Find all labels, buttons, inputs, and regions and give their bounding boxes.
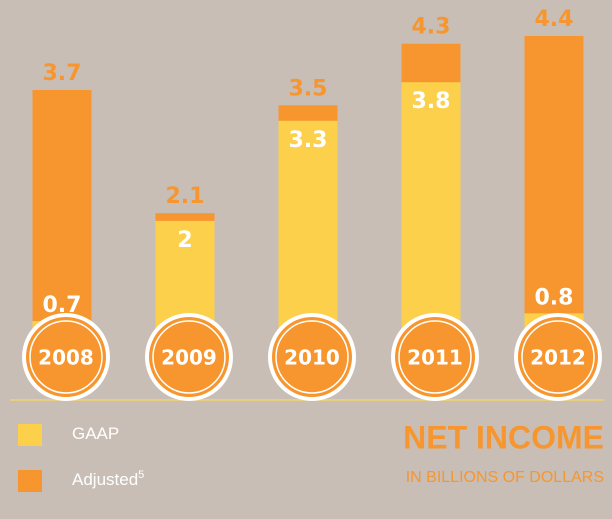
year-badge: [149, 317, 229, 397]
year-badge: [26, 317, 106, 397]
data-label: 3.8: [412, 89, 451, 114]
data-label: 2: [177, 228, 192, 253]
x-tick-label: 2009: [161, 346, 217, 370]
year-badge: [272, 317, 352, 397]
x-tick-label: 2010: [284, 346, 340, 370]
year-badge-inner: [521, 320, 595, 394]
legend-swatch: [18, 424, 42, 446]
year-badge: [395, 317, 475, 397]
year-badge: [518, 317, 598, 397]
data-label: 3.7: [43, 61, 82, 86]
legend-footnote: 5: [138, 469, 144, 481]
year-badge-inner: [29, 320, 103, 394]
chart-title: NET INCOME: [403, 419, 604, 455]
data-label: 4.4: [535, 7, 574, 32]
legend-label: GAAP: [72, 424, 119, 443]
legend-swatch: [18, 470, 42, 492]
year-badge-inner: [152, 320, 226, 394]
legend-name: GAAP: [72, 424, 119, 443]
data-label: 3.5: [289, 76, 328, 101]
x-tick-label: 2012: [530, 346, 586, 370]
data-label: 0.8: [535, 285, 574, 310]
x-tick-label: 2011: [407, 346, 463, 370]
data-label: 4.3: [412, 15, 451, 40]
data-label: 3.3: [289, 128, 328, 153]
chart-subtitle: IN BILLIONS OF DOLLARS: [406, 469, 604, 486]
year-badge-inner: [398, 320, 472, 394]
year-badge-inner: [275, 320, 349, 394]
legend-label: Adjusted5: [72, 469, 144, 490]
data-label: 2.1: [166, 184, 205, 209]
legend-name: Adjusted: [72, 470, 138, 489]
x-tick-label: 2008: [38, 346, 94, 370]
